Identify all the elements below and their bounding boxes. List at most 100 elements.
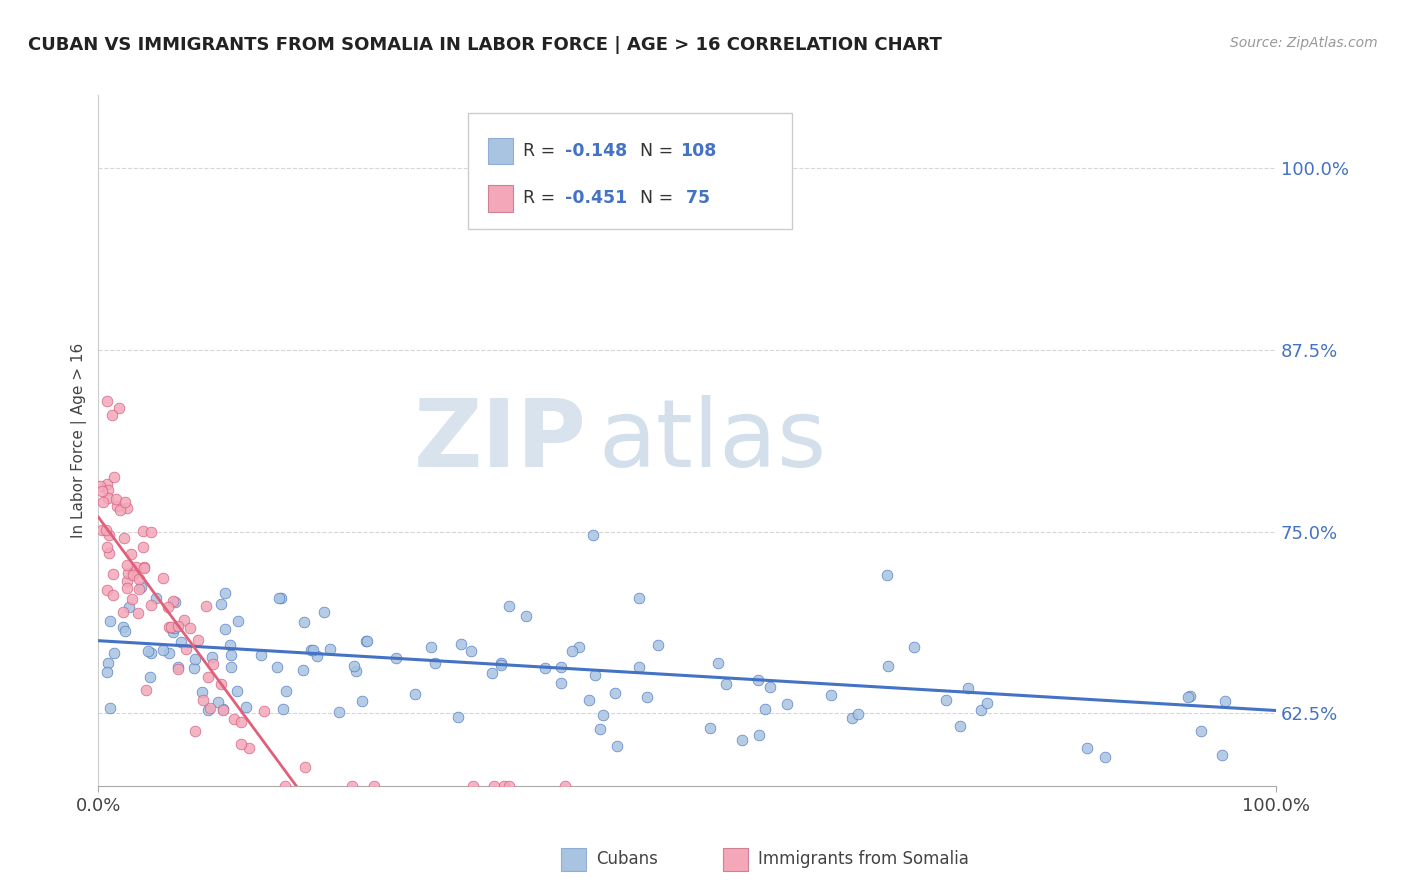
Point [141,598,163,612]
Point [152,643,174,657]
Point [127,606,149,620]
Point [139,670,162,684]
Point [450,637,472,651]
Y-axis label: In Labor Force | Age > 16: In Labor Force | Age > 16 [72,343,87,539]
Point [226,614,249,628]
Point [498,599,520,613]
Point [731,733,754,747]
Point [197,670,219,684]
Point [157,646,180,660]
Text: Source: ZipAtlas.com: Source: ZipAtlas.com [1230,36,1378,50]
Point [96,665,118,680]
Text: CUBAN VS IMMIGRANTS FROM SOMALIA IN LABOR FORCE | AGE > 16 CORRELATION CHART: CUBAN VS IMMIGRANTS FROM SOMALIA IN LABO… [28,36,942,54]
Point [96,582,118,597]
Point [112,605,135,619]
Point [876,568,898,582]
Point [157,620,180,634]
Point [132,524,155,538]
Point [122,566,145,580]
Point [647,638,669,652]
Point [219,648,242,662]
Text: ZIP: ZIP [415,395,588,487]
Point [328,705,350,719]
Point [200,700,222,714]
Point [162,625,184,640]
Point [460,643,482,657]
Point [976,697,998,711]
Point [583,667,606,681]
Point [111,620,134,634]
Point [1211,747,1233,762]
Point [184,723,207,738]
Point [98,615,121,629]
Text: -0.451: -0.451 [565,189,627,207]
Point [89,479,111,493]
Point [195,599,218,614]
Point [128,582,150,597]
Point [903,640,925,655]
Point [129,581,152,595]
Point [110,503,132,517]
Point [266,659,288,673]
Point [132,541,155,555]
Point [363,779,385,793]
Point [214,586,236,600]
Point [299,643,322,657]
Point [167,619,190,633]
Point [122,568,145,582]
Point [176,642,198,657]
Point [160,620,183,634]
Point [163,595,186,609]
Point [350,694,373,708]
Text: atlas: atlas [599,395,827,487]
Point [274,779,297,793]
Point [91,523,114,537]
Point [97,546,120,560]
Point [145,591,167,606]
Point [307,648,329,663]
Text: R =: R = [523,189,561,207]
Point [97,656,120,670]
Point [191,685,214,699]
Point [301,643,323,657]
Point [108,401,131,416]
Point [948,719,970,733]
Point [183,651,205,665]
Point [118,600,141,615]
Point [820,688,842,702]
Point [628,660,651,674]
Point [101,588,124,602]
Point [969,702,991,716]
Point [193,693,215,707]
Point [167,662,190,676]
Point [163,621,186,635]
Point [636,690,658,705]
Point [112,531,135,545]
Point [274,684,297,698]
Text: Cubans: Cubans [596,850,658,868]
Point [156,600,179,615]
Point [356,633,378,648]
Point [225,683,247,698]
Point [231,737,253,751]
Point [481,665,503,680]
Point [197,703,219,717]
Point [103,646,125,660]
Point [132,560,155,574]
Point [267,591,290,606]
Point [775,697,797,711]
Text: N =: N = [640,189,679,207]
Point [754,701,776,715]
Point [319,641,342,656]
Point [582,527,605,541]
Point [461,779,484,793]
Point [748,728,770,742]
Point [494,779,516,793]
Point [578,693,600,707]
Point [420,640,443,655]
Point [498,779,520,793]
Point [1180,689,1202,703]
Point [747,673,769,687]
Point [423,656,446,670]
Point [219,638,242,652]
